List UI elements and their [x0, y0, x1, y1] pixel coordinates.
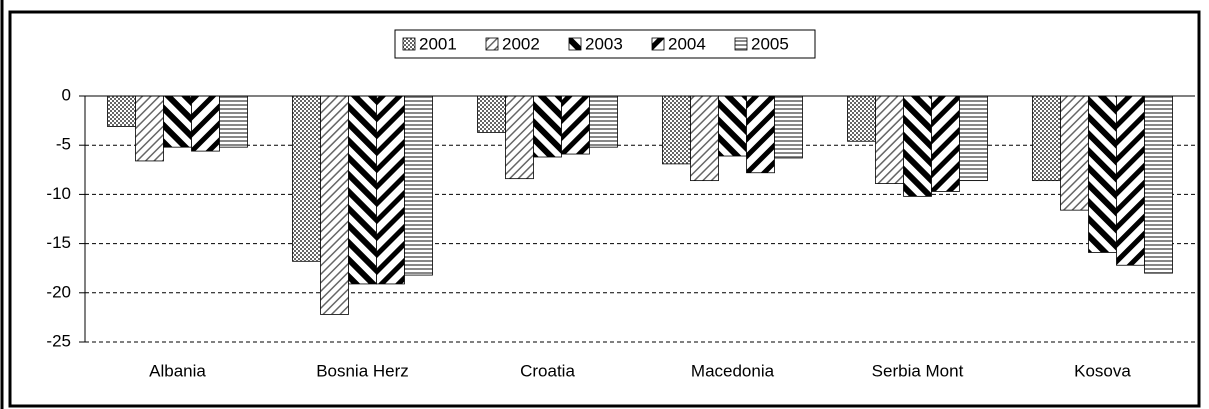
x-tick-label: Albania — [149, 361, 206, 380]
bar — [774, 95, 803, 159]
y-tick-label: 0 — [62, 85, 71, 104]
legend-swatch — [402, 37, 416, 51]
bar — [533, 95, 562, 158]
legend-swatch — [485, 37, 499, 51]
bar — [320, 95, 349, 315]
bar — [505, 95, 534, 180]
x-tick-label: Croatia — [520, 361, 575, 380]
bar — [135, 95, 164, 162]
legend-label: 2005 — [751, 34, 789, 53]
bar — [718, 95, 747, 157]
bar — [1088, 95, 1117, 253]
bar — [1060, 95, 1089, 211]
y-tick-label: -10 — [46, 184, 71, 203]
bar — [163, 95, 192, 148]
bar — [690, 95, 719, 182]
chart-frame — [8, 10, 1201, 408]
y-tick-label: -25 — [46, 331, 71, 350]
x-tick-label: Kosova — [1074, 361, 1131, 380]
bar — [219, 95, 248, 148]
y-tick-label: -15 — [46, 233, 71, 252]
bar — [477, 95, 506, 133]
bar — [903, 95, 932, 197]
bar — [1032, 95, 1061, 182]
bar — [404, 95, 433, 276]
bar — [847, 95, 876, 142]
bar — [376, 95, 405, 285]
legend-swatch — [568, 37, 582, 51]
legend-label: 2004 — [668, 34, 706, 53]
x-tick-label: Macedonia — [691, 361, 775, 380]
bar — [589, 95, 618, 148]
bar — [959, 95, 988, 182]
bar — [107, 95, 136, 127]
bar — [1116, 95, 1145, 266]
bar — [191, 95, 220, 152]
bar — [875, 95, 904, 184]
bar — [1144, 95, 1173, 274]
x-tick-label: Serbia Mont — [872, 361, 964, 380]
bar — [348, 95, 377, 285]
legend-swatch — [734, 37, 748, 51]
bar — [662, 95, 691, 165]
bar — [931, 95, 960, 192]
bar — [746, 95, 775, 174]
x-tick-label: Bosnia Herz — [316, 361, 409, 380]
legend-swatch — [651, 37, 665, 51]
y-tick-label: -20 — [46, 282, 71, 301]
bar — [292, 95, 321, 262]
y-tick-label: -5 — [56, 135, 71, 154]
legend-label: 2001 — [419, 34, 457, 53]
legend-label: 2003 — [585, 34, 623, 53]
legend-label: 2002 — [502, 34, 540, 53]
bar — [561, 95, 590, 155]
